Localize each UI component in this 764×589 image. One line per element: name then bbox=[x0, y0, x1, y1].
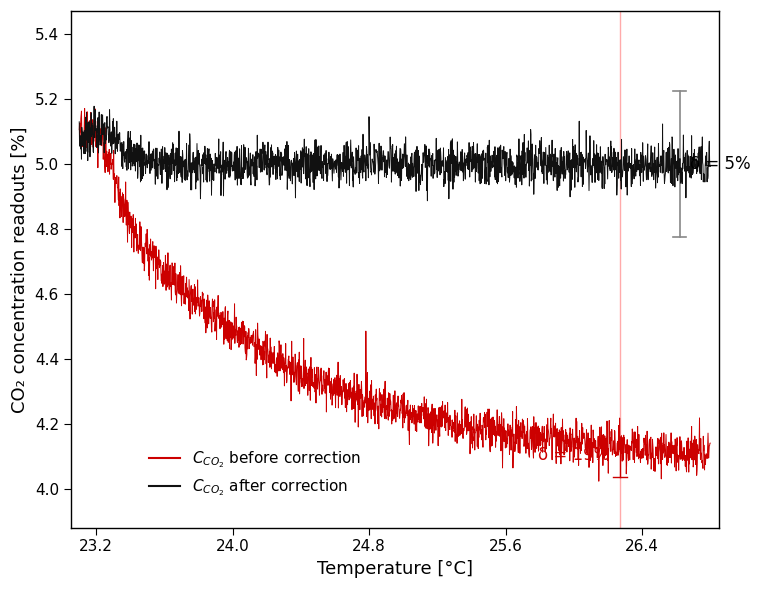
X-axis label: Temperature [°C]: Temperature [°C] bbox=[317, 560, 473, 578]
Text: δ = 5%: δ = 5% bbox=[690, 155, 750, 173]
Legend: $C_{CO_2}$ before correction, $C_{CO_2}$ after correction: $C_{CO_2}$ before correction, $C_{CO_2}$… bbox=[143, 444, 367, 504]
Y-axis label: CO₂ concentration readouts [%]: CO₂ concentration readouts [%] bbox=[11, 126, 29, 412]
Text: δ = 19%: δ = 19% bbox=[539, 446, 610, 464]
